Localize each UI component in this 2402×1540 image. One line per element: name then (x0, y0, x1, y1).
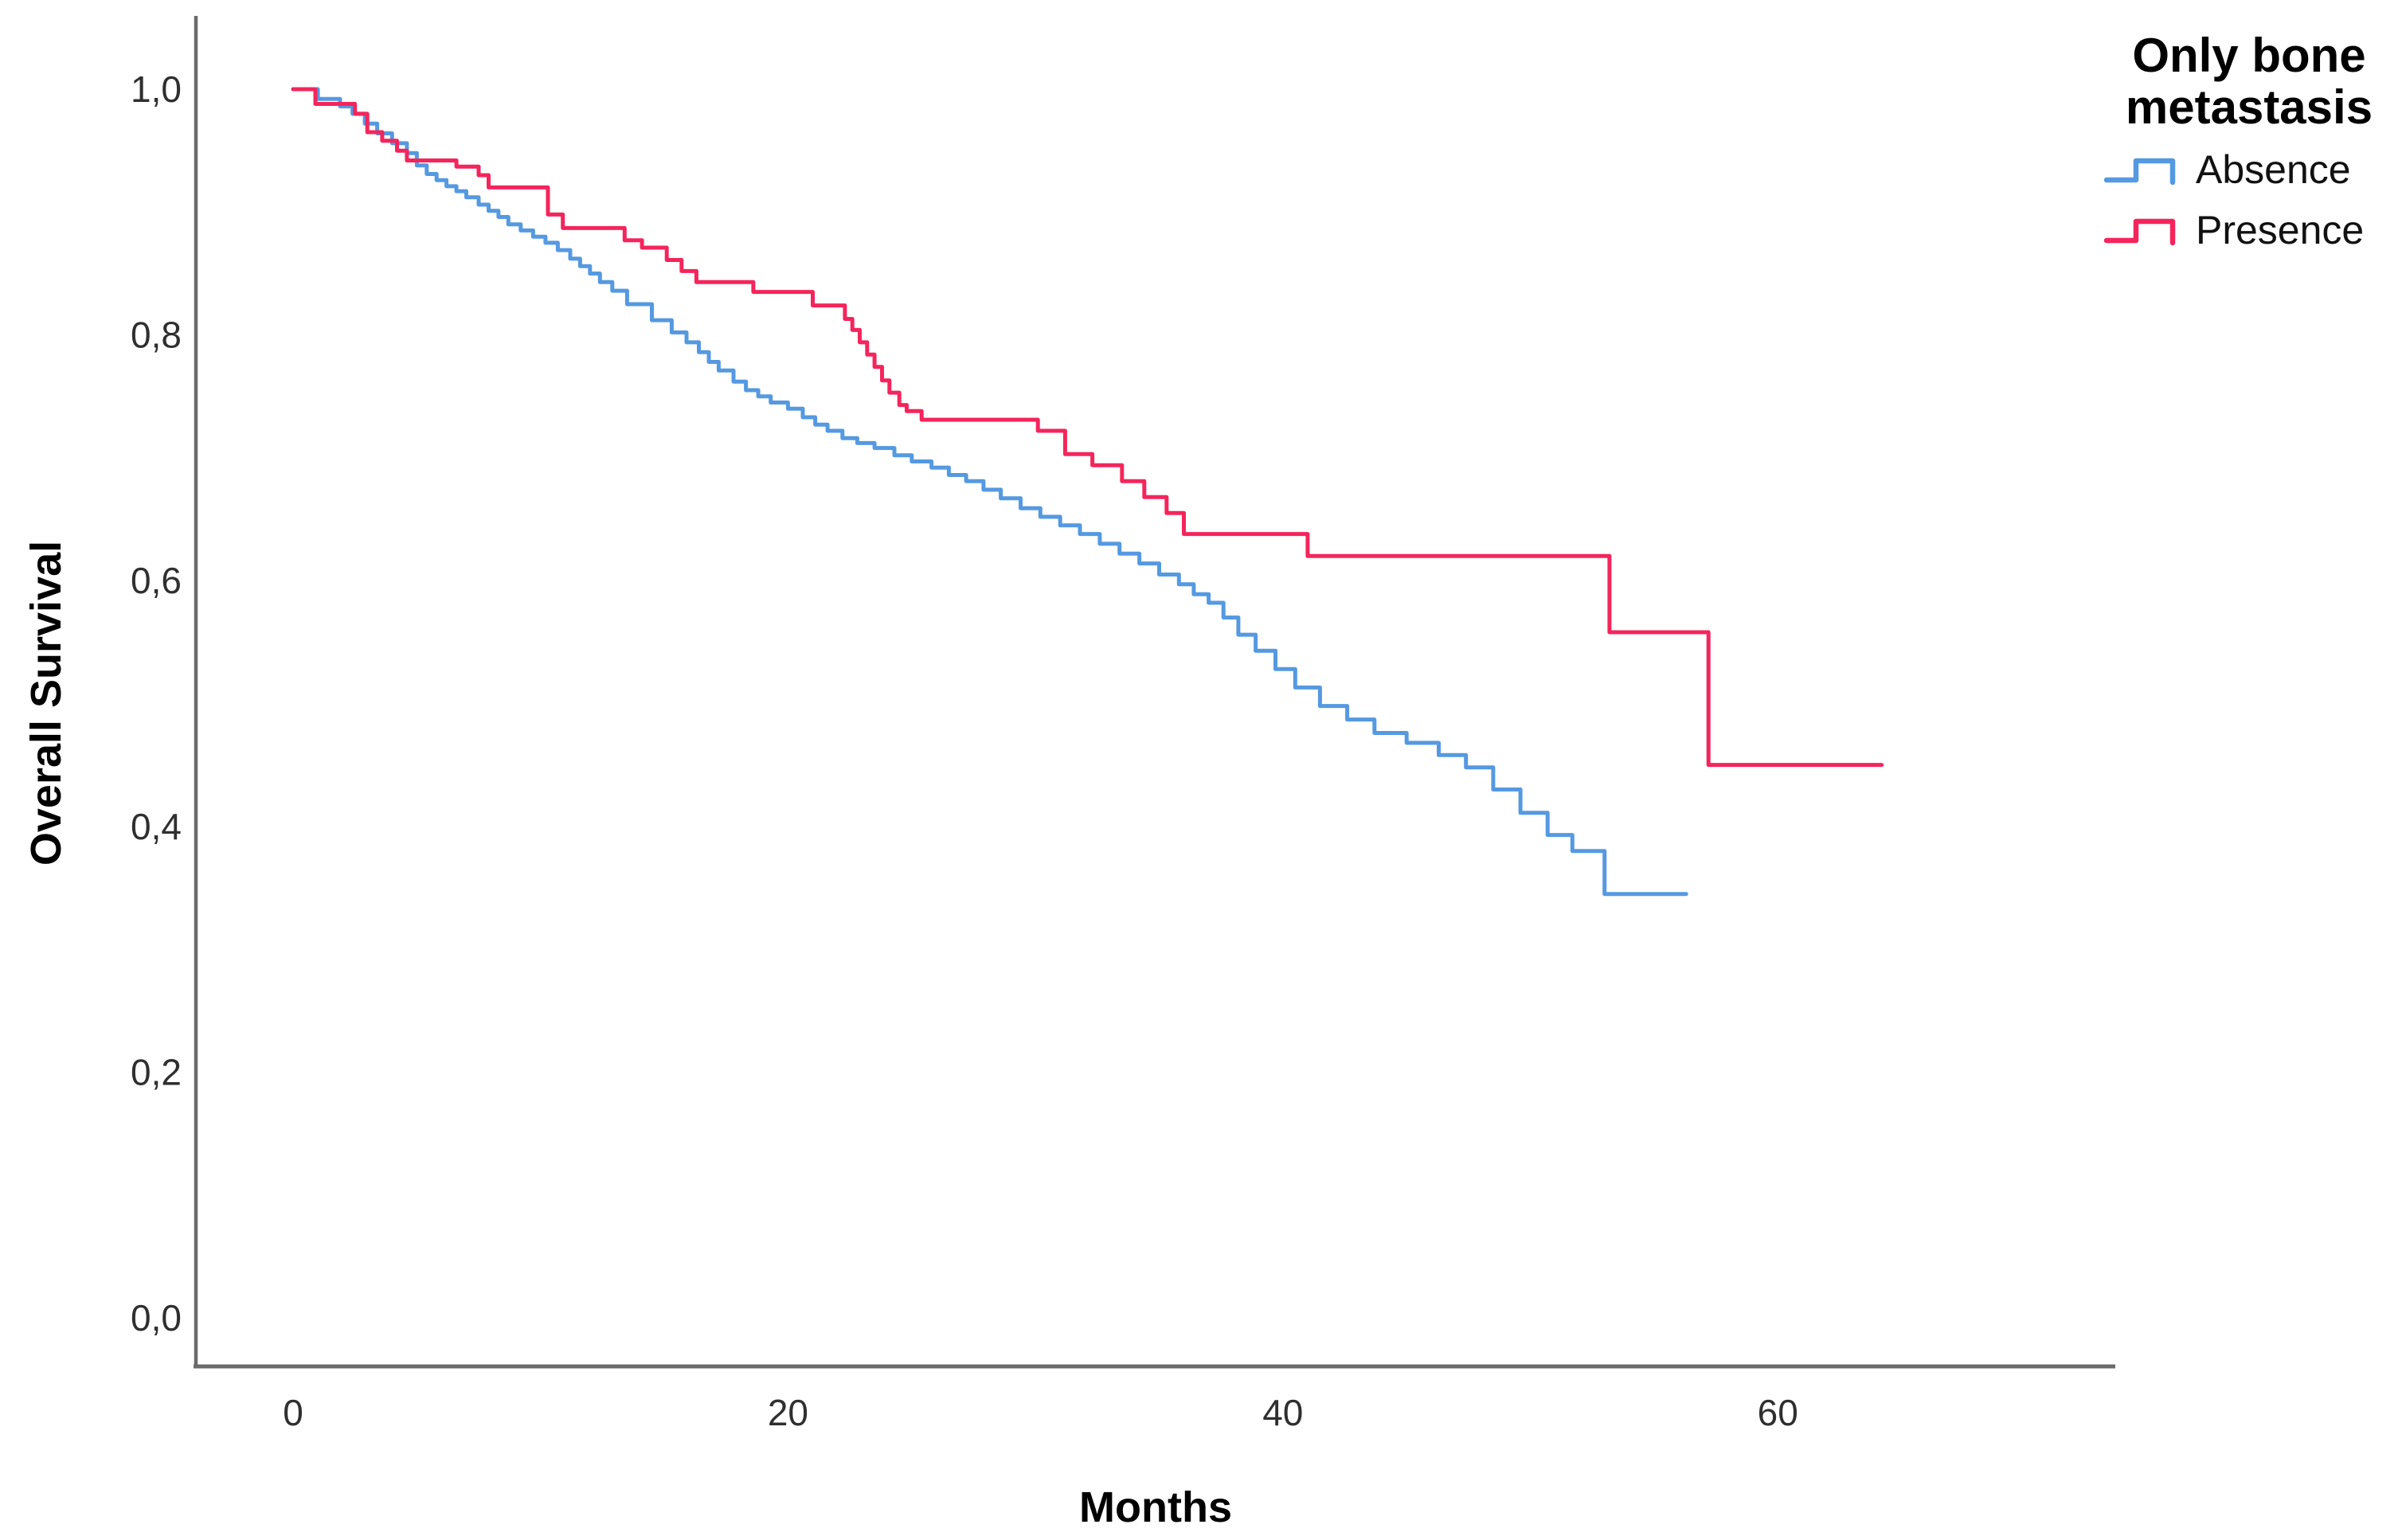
legend-label-absence: Absence (2196, 147, 2351, 192)
presence-step-line-icon (2104, 218, 2176, 245)
presence-step-line-stroke (2104, 218, 2176, 245)
y-tick-label: 0,4 (131, 806, 182, 847)
x-tick-label: 60 (1758, 1392, 1798, 1433)
y-tick-label: 0,6 (131, 560, 182, 601)
legend-label-presence: Presence (2196, 207, 2365, 252)
x-tick-label: 40 (1262, 1392, 1303, 1433)
x-tick-label: 20 (768, 1392, 808, 1433)
absence-curve (291, 87, 1688, 897)
x-axis-title: Months (1079, 1483, 1232, 1531)
absence-step-line-icon (2104, 158, 2176, 185)
y-tick-label: 1,0 (131, 68, 182, 110)
y-tick-label: 0,8 (131, 315, 182, 356)
legend-title-line2: metastasis (2125, 80, 2373, 134)
y-tick-label: 0,2 (131, 1051, 182, 1092)
legend-title-line1: Only bone (2132, 29, 2366, 82)
y-tick-label: 0,0 (131, 1297, 182, 1339)
presence-curve (291, 87, 1884, 768)
legend: Only bone metastasis Absence Presence (2104, 29, 2394, 255)
y-axis-title: Overall Survival (22, 540, 70, 866)
legend-item-absence: Absence (2104, 145, 2394, 194)
x-tick-label: 0 (283, 1392, 303, 1433)
absence-step-line-stroke (2104, 158, 2176, 185)
legend-title: Only bone metastasis (2104, 29, 2394, 134)
legend-item-presence: Presence (2104, 205, 2394, 255)
